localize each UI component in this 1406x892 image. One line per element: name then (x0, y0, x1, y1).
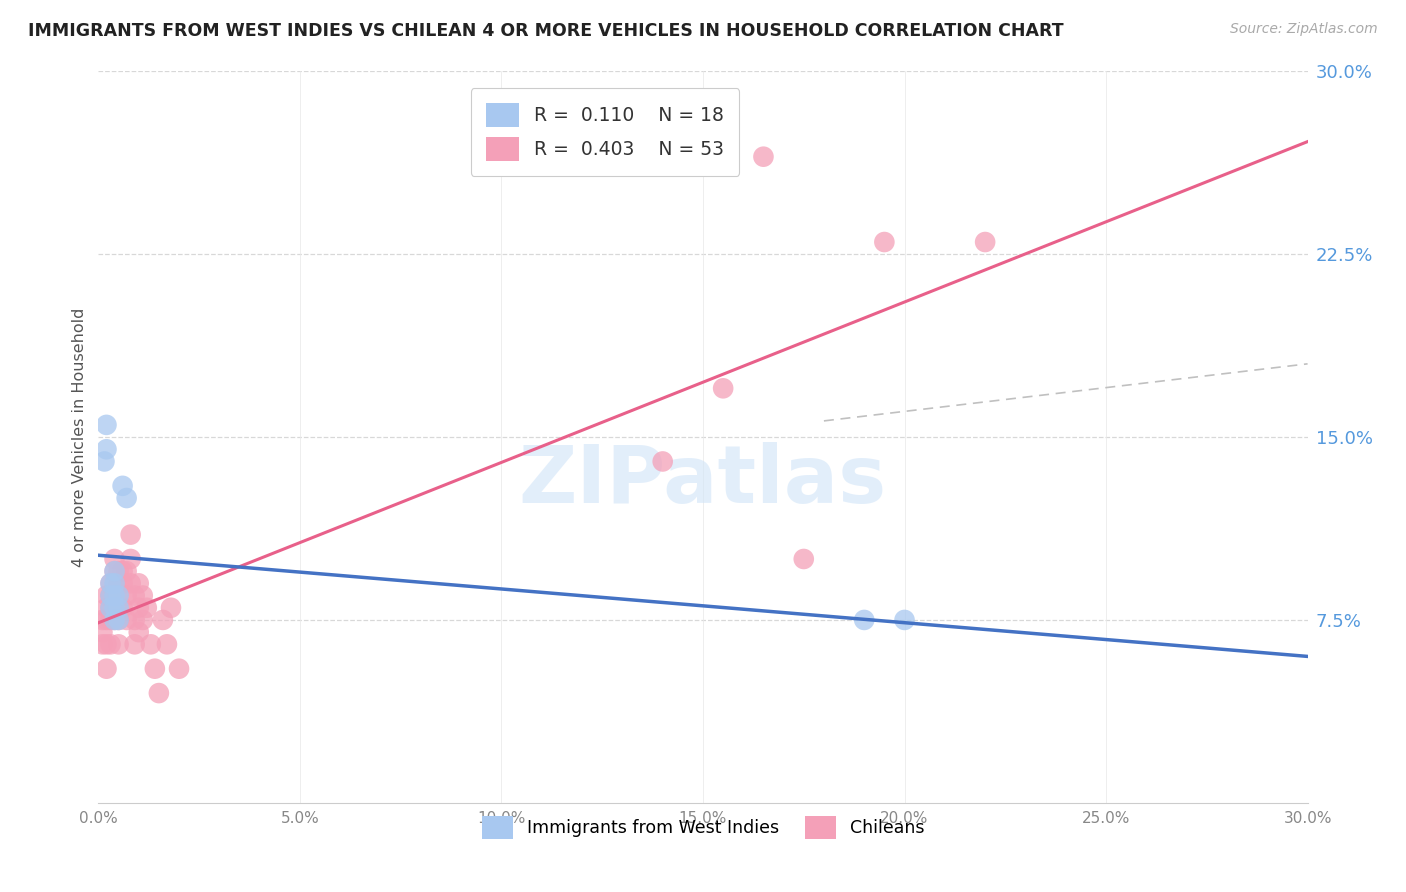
Point (115, 613, 138, 627)
Point (103, 613, 125, 627)
Point (107, 589, 129, 603)
Point (115, 589, 138, 603)
Point (148, 686, 170, 700)
Point (128, 600, 150, 615)
Point (873, 235, 896, 249)
Point (93, 454, 115, 468)
Point (103, 576, 125, 591)
Point (103, 589, 125, 603)
Point (103, 552, 125, 566)
Point (103, 589, 125, 603)
Point (111, 479, 134, 493)
Point (793, 552, 815, 566)
Point (107, 576, 129, 591)
Point (96, 662, 118, 676)
Point (115, 564, 138, 578)
Point (124, 613, 146, 627)
Point (91, 637, 114, 651)
Point (96, 589, 118, 603)
Point (893, 613, 915, 627)
Point (107, 600, 129, 615)
Point (160, 600, 183, 615)
Point (100, 589, 122, 603)
Point (96, 442, 118, 457)
Point (91, 625, 114, 640)
Point (132, 613, 155, 627)
Point (100, 589, 122, 603)
Point (107, 637, 129, 651)
Point (96, 637, 118, 651)
Point (853, 613, 876, 627)
Point (132, 589, 155, 603)
Point (111, 600, 134, 615)
Point (128, 625, 150, 640)
Point (107, 613, 129, 627)
Point (120, 576, 142, 591)
Point (100, 613, 122, 627)
Point (100, 576, 122, 591)
Point (752, 150, 775, 164)
Point (103, 564, 125, 578)
Point (115, 491, 138, 505)
Point (111, 564, 134, 578)
Point (651, 454, 673, 468)
Point (107, 600, 129, 615)
Point (100, 600, 122, 615)
Point (96, 600, 118, 615)
Point (107, 613, 129, 627)
Y-axis label: 4 or more Vehicles in Household: 4 or more Vehicles in Household (72, 308, 87, 566)
Point (100, 637, 122, 651)
Point (111, 576, 134, 591)
Point (91, 613, 114, 627)
Point (96, 613, 118, 627)
Point (124, 637, 146, 651)
Point (135, 600, 157, 615)
Legend: Immigrants from West Indies, Chileans: Immigrants from West Indies, Chileans (468, 803, 938, 853)
Point (711, 381, 734, 395)
Point (128, 576, 150, 591)
Point (167, 662, 190, 676)
Point (120, 552, 142, 566)
Text: Source: ZipAtlas.com: Source: ZipAtlas.com (1230, 22, 1378, 37)
Point (974, 235, 997, 249)
Text: IMMIGRANTS FROM WEST INDIES VS CHILEAN 4 OR MORE VEHICLES IN HOUSEHOLD CORRELATI: IMMIGRANTS FROM WEST INDIES VS CHILEAN 4… (28, 22, 1064, 40)
Point (103, 613, 125, 627)
Point (103, 600, 125, 615)
Point (107, 564, 129, 578)
Point (124, 589, 146, 603)
Text: ZIPatlas: ZIPatlas (519, 442, 887, 520)
Point (100, 600, 122, 615)
Point (139, 637, 162, 651)
Point (152, 613, 174, 627)
Point (103, 564, 125, 578)
Point (143, 662, 166, 676)
Point (96, 417, 118, 432)
Point (100, 576, 122, 591)
Point (156, 637, 179, 651)
Point (120, 527, 142, 541)
